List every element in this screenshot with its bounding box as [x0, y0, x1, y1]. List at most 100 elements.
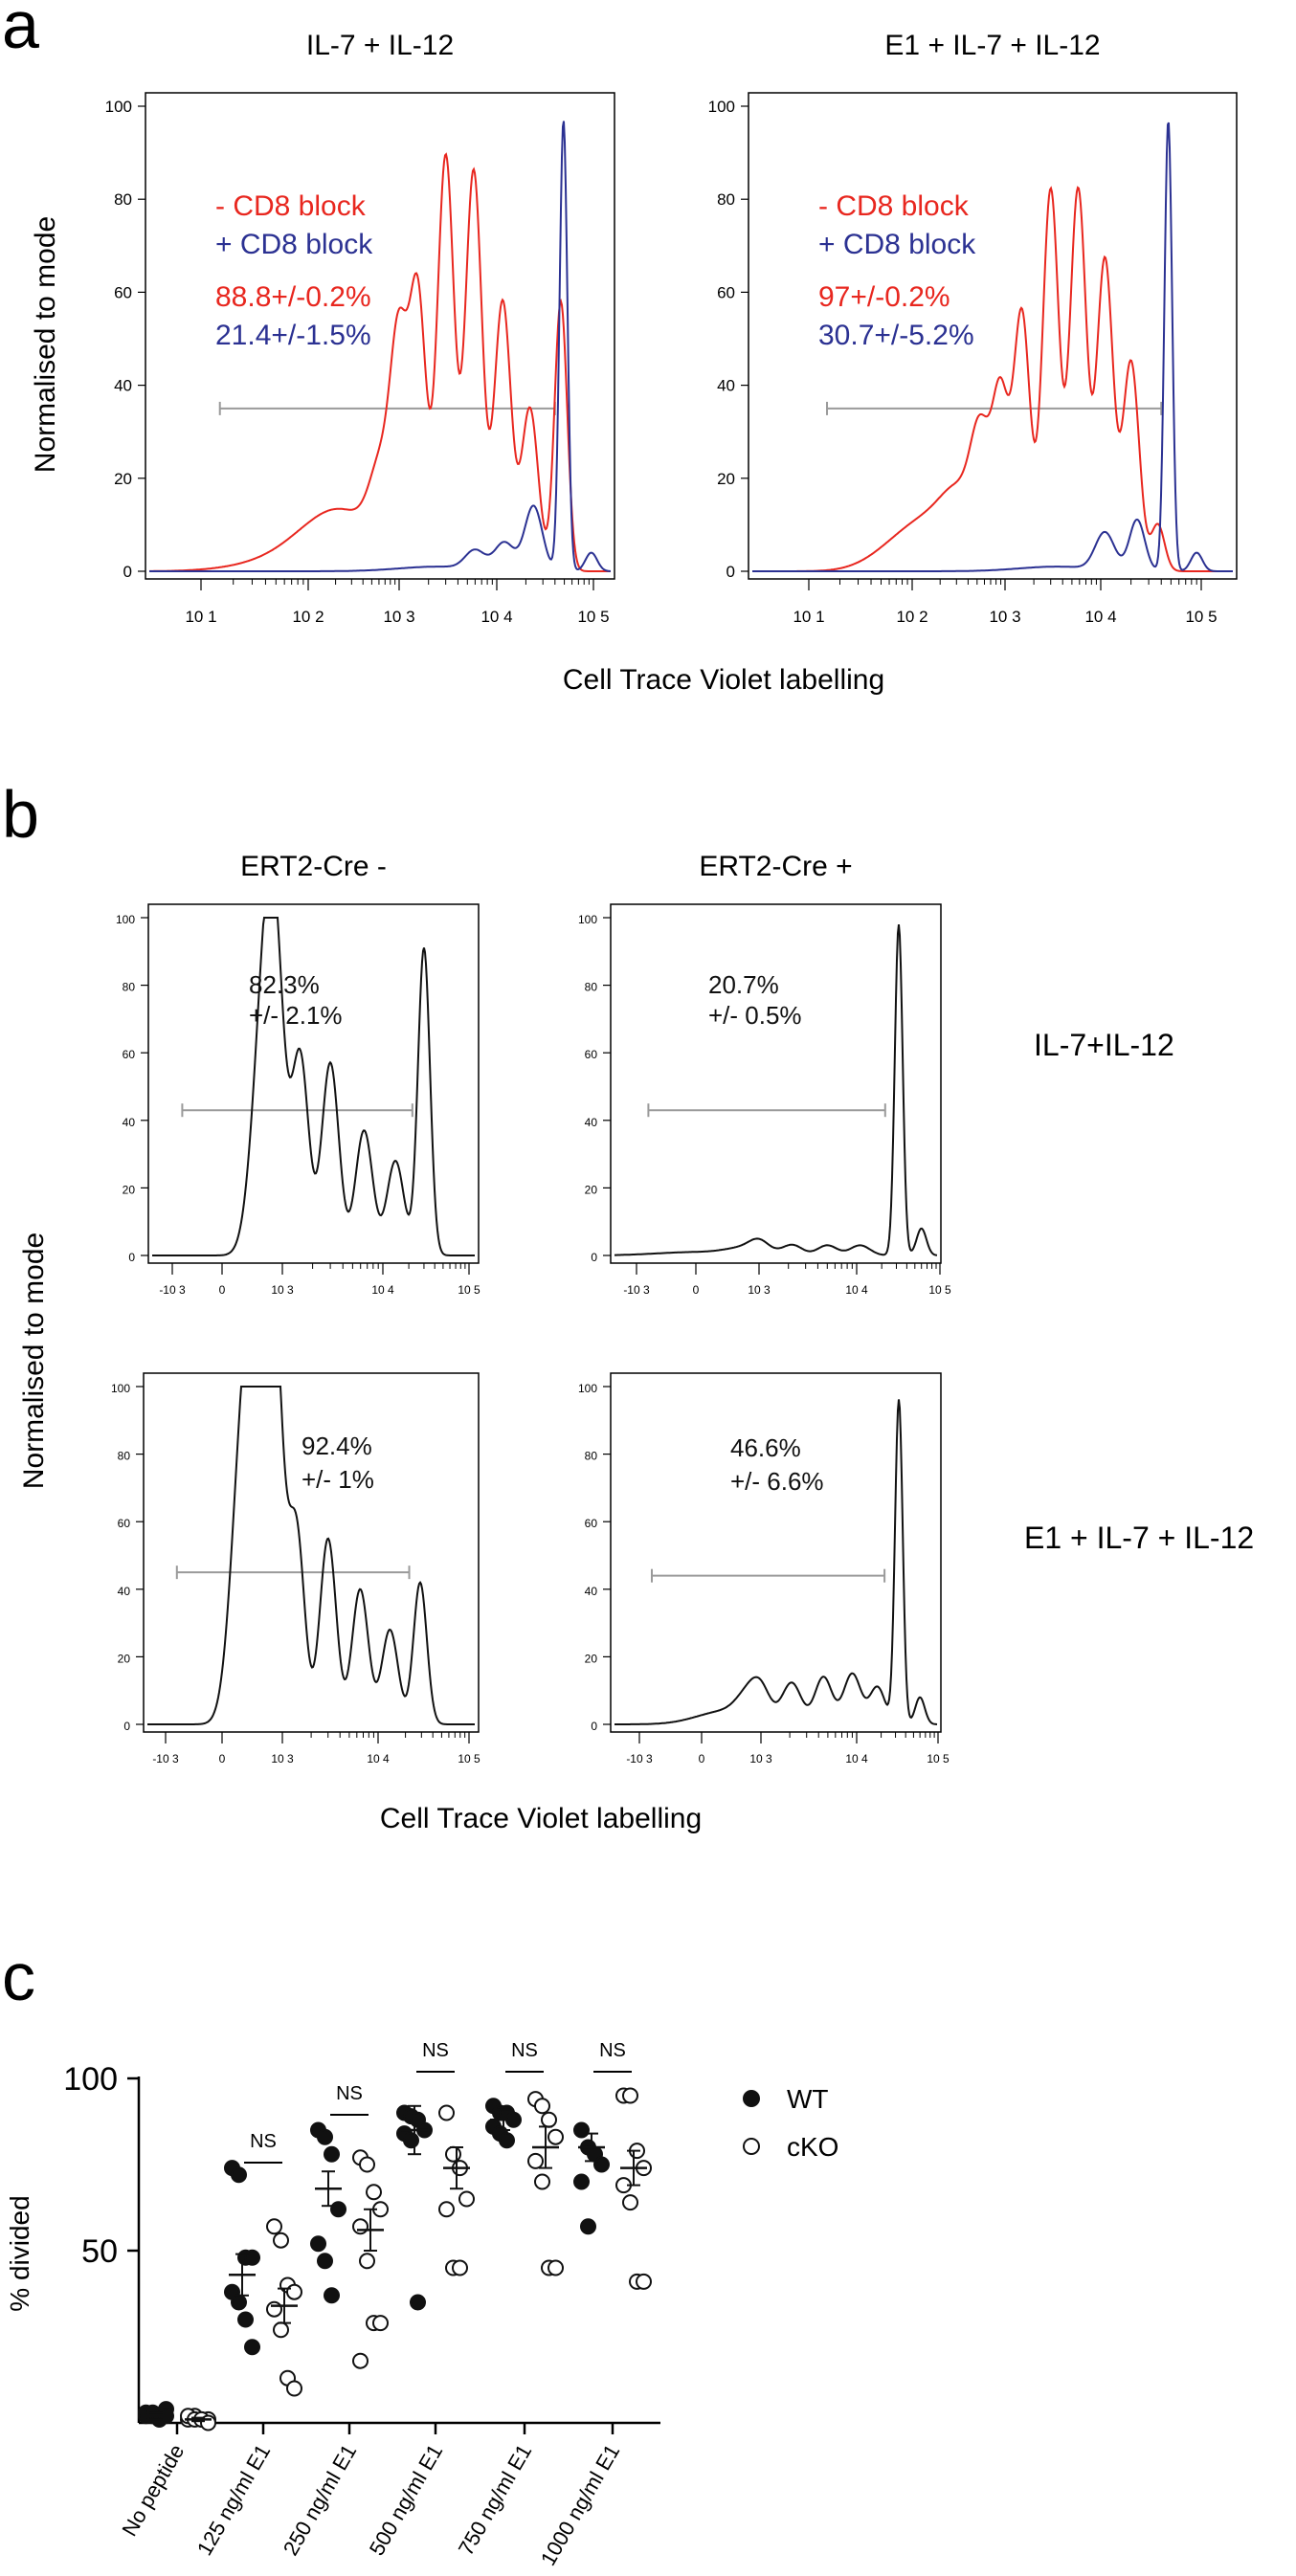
y-tick-label: 100 — [116, 913, 135, 926]
y-tick-label: 80 — [118, 1450, 131, 1463]
cko-point — [266, 2300, 282, 2318]
y-tick-label: 0 — [726, 563, 735, 581]
x-category-label: 500 ng/ml E1 — [365, 2440, 447, 2560]
dotplot-c: 50 100 % divided No peptide 125 ng/ml E1 250 … — [5, 2040, 838, 2569]
cko-point — [445, 2145, 461, 2163]
y-tick-label: 40 — [717, 377, 735, 395]
cko-point — [534, 2098, 550, 2115]
x-tick-label: 10 3 — [748, 1283, 771, 1297]
y-tick-label: 0 — [591, 1251, 597, 1264]
gate-percent: +/- 2.1% — [249, 1001, 343, 1030]
y-tick-label: 80 — [585, 981, 598, 994]
histogram-b2: ERT2-Cre + 0 20 40 60 80 100 -10 3 0 10 3 10 4 10 5… — [578, 851, 1174, 1297]
x-tick-label: 10 4 — [845, 1752, 868, 1765]
panel-title: ERT2-Cre + — [699, 851, 852, 882]
cko-point — [547, 2128, 564, 2145]
cko-point — [359, 2156, 375, 2173]
cko-point — [273, 2232, 289, 2249]
legend-text: - CD8 block — [215, 190, 367, 222]
series-curve--cd8-block — [149, 121, 611, 572]
legend-text: + CD8 block — [215, 229, 373, 260]
cko-point — [366, 2184, 382, 2201]
x-tick-label: 10 2 — [292, 608, 324, 626]
wt-point — [573, 2121, 590, 2139]
wt-point — [499, 2132, 515, 2149]
cko-point — [636, 2273, 652, 2290]
histogram-b4: 0 20 40 60 80 100 -10 3 0 10 3 10 4 10 5 46.6% +/- 6… — [578, 1372, 1254, 1765]
gate-percent: 82.3% — [249, 970, 320, 999]
y-tick-label: 20 — [585, 1652, 598, 1665]
x-tick-label: -10 3 — [626, 1752, 653, 1765]
wt-point — [317, 2253, 333, 2270]
significance-label: NS — [336, 2083, 363, 2104]
y-axis-label: % divided — [5, 2195, 34, 2311]
series-curve-sample — [614, 923, 938, 1256]
gate-percent: 21.4+/-1.5% — [215, 320, 371, 351]
legend-label: WT — [787, 2084, 829, 2114]
cko-point — [359, 2253, 375, 2270]
x-tick-label: -10 3 — [623, 1283, 650, 1297]
wt-point — [410, 2294, 426, 2311]
y-tick-label: 60 — [114, 283, 132, 301]
series-curve-sample — [152, 917, 475, 1256]
gate-percent: 97+/-0.2% — [818, 281, 950, 313]
y-tick-label: 100 — [578, 1382, 597, 1395]
significance-label: NS — [511, 2040, 538, 2061]
wt-point — [231, 2294, 247, 2311]
x-tick-label: 10 5 — [458, 1283, 480, 1297]
cko-point — [273, 2321, 289, 2339]
y-tick-label: 60 — [123, 1048, 136, 1061]
x-tick-label: 10 5 — [928, 1283, 951, 1297]
y-tick-label: 40 — [118, 1585, 131, 1598]
series-curve--cd8-block — [752, 122, 1233, 572]
y-tick-label: 60 — [585, 1517, 598, 1530]
y-tick-label: 80 — [717, 190, 735, 209]
wt-point — [573, 2173, 590, 2190]
legend-text: + CD8 block — [818, 229, 976, 260]
x-tick-label: 10 3 — [989, 608, 1020, 626]
significance-label: NS — [599, 2040, 626, 2061]
cko-point — [622, 2194, 638, 2211]
gate-percent: 20.7% — [708, 970, 779, 999]
b-ylabel: Normalised to mode — [18, 1232, 50, 1489]
panel-label-b: b — [2, 777, 39, 852]
wt-point — [231, 2166, 247, 2184]
significance-label: NS — [250, 2131, 277, 2152]
gate-percent: 88.8+/-0.2% — [215, 281, 371, 313]
y-tick-label: 100 — [111, 1382, 130, 1395]
y-tick-label: 40 — [585, 1116, 598, 1129]
cko-point — [352, 2218, 369, 2235]
panel-title: ERT2-Cre - — [240, 851, 387, 882]
gate-percent: +/- 1% — [302, 1465, 374, 1494]
panel-label-c: c — [2, 1940, 35, 2014]
y-tick-label: 20 — [118, 1652, 131, 1665]
histogram-b3: 0 20 40 60 80 100 -10 3 0 10 3 10 4 10 5 92.4% +/- 1… — [111, 1372, 480, 1765]
plot-frame — [748, 92, 1238, 580]
histogram-a1: IL-7 + IL-12 0 20 40 60 80 100 10 1 10 2 10 3 10 4… — [105, 30, 615, 626]
y-tick-label: 100 — [708, 98, 735, 116]
legend-wt-marker — [743, 2090, 760, 2107]
series-curve--cd8-block — [149, 152, 611, 572]
x-tick-label: 10 5 — [458, 1752, 480, 1765]
wt-point — [403, 2132, 419, 2149]
x-tick-label: 10 1 — [793, 608, 824, 626]
legend-cko-marker — [743, 2138, 760, 2155]
x-category-label: No peptide — [117, 2440, 189, 2541]
y-tick-label: 0 — [123, 1720, 130, 1733]
x-tick-label: -10 3 — [159, 1283, 186, 1297]
wt-point — [330, 2201, 346, 2218]
plot-frame — [610, 903, 942, 1264]
x-tick-label: 10 3 — [383, 608, 414, 626]
y-tick-label: 40 — [123, 1116, 136, 1129]
x-category-label: 1000 ng/ml E1 — [536, 2440, 625, 2569]
x-tick-label: 10 1 — [185, 608, 216, 626]
significance-label: NS — [422, 2040, 449, 2061]
b-xlabel: Cell Trace Violet labelling — [380, 1803, 702, 1834]
y-tick-label: 0 — [591, 1720, 597, 1733]
cko-point — [438, 2104, 455, 2121]
cko-point — [286, 2380, 302, 2397]
legend-text: - CD8 block — [818, 190, 970, 222]
gate-percent: +/- 0.5% — [708, 1001, 802, 1030]
y-tick-label: 100 — [578, 913, 597, 926]
